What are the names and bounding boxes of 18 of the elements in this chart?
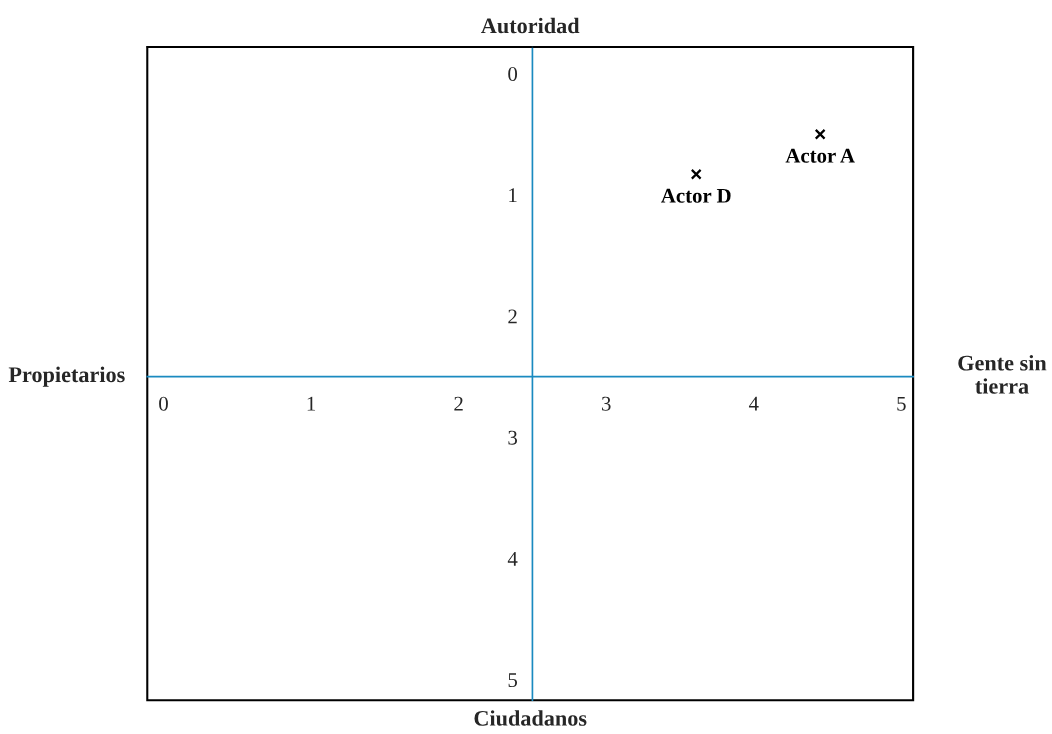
text: Gente sin tierra [958,354,1047,394]
y-tick-label: 3 [508,430,518,445]
x-tick-label: 3 [601,396,611,411]
y-tick-label: 5 [508,673,518,688]
chart-title: Autoridad [481,17,580,34]
x-tick-label: 4 [748,396,759,411]
x-tick-label: 2 [454,396,463,411]
series-label: Actor D [661,188,731,203]
x-axis-title: Ciudadanos [474,710,587,726]
y-tick-label: 1 [509,188,517,203]
y-tick-label: 0 [508,67,518,82]
y-tick-label: 4 [507,551,518,566]
x-tick-label: 1 [307,396,316,411]
x-tick-label: 5 [897,396,906,411]
x-tick-label: 0 [159,396,168,411]
series-label: Actor A [785,148,855,163]
text: Propietarios [8,366,125,387]
y-tick-label: 2 [508,309,517,324]
